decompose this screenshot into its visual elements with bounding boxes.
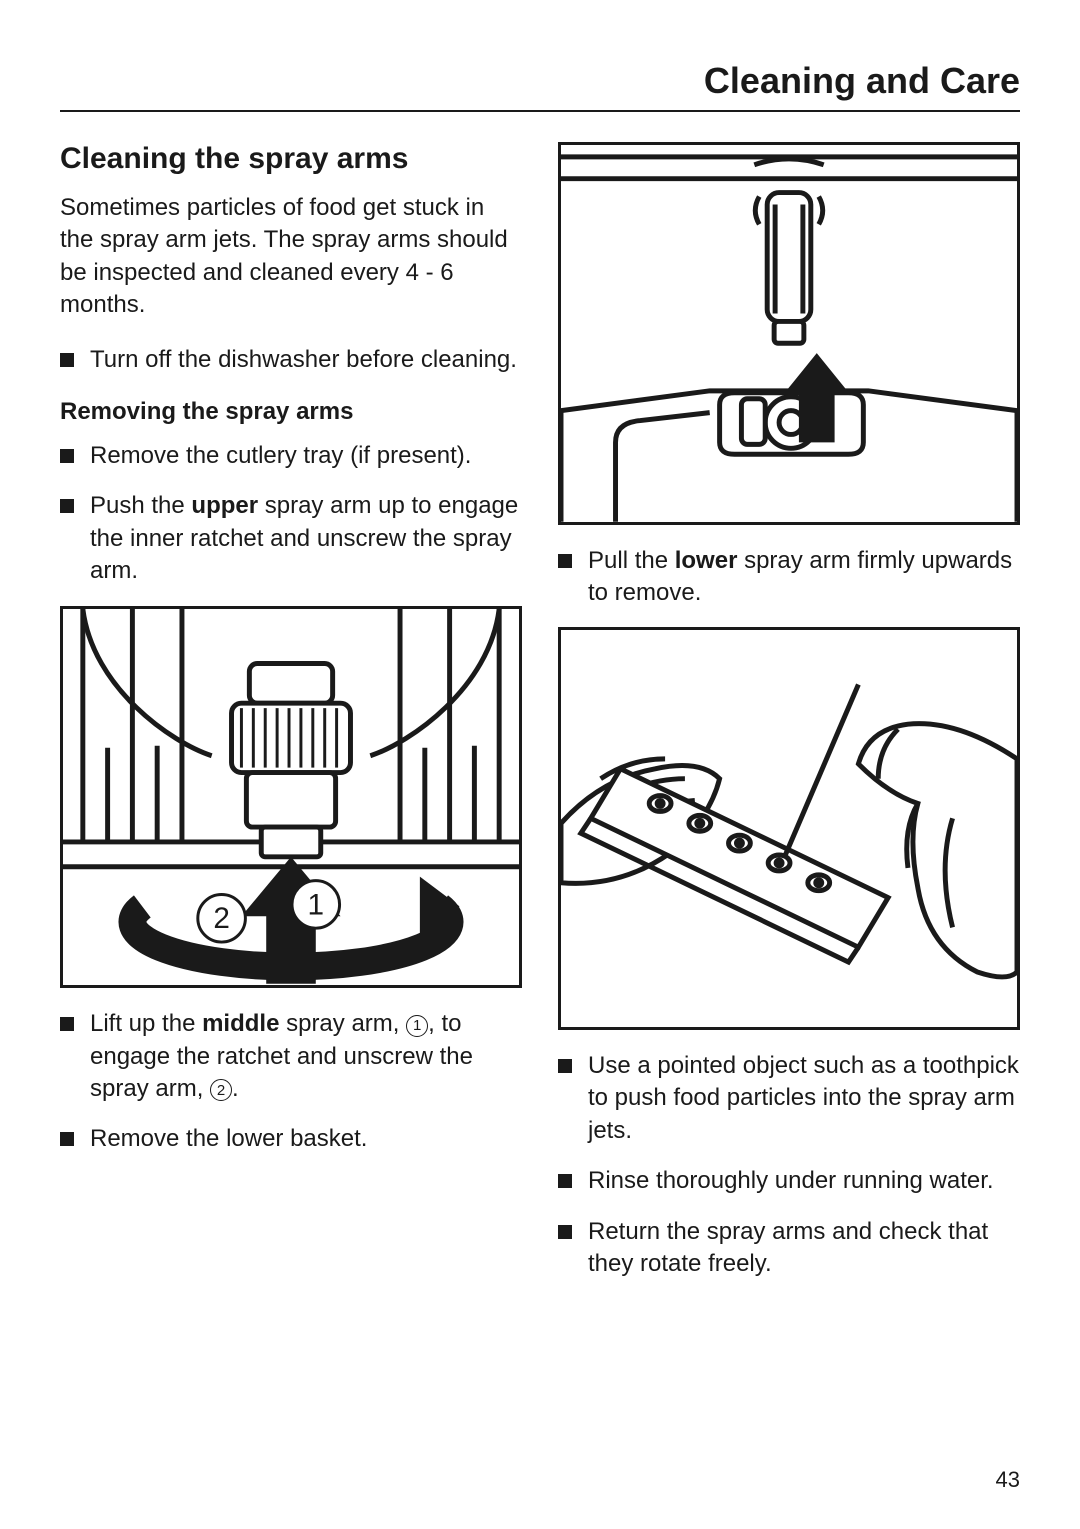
list-item: Lift up the middle spray arm, 1, to enga…: [60, 1008, 522, 1105]
list-item: Turn off the dishwasher before cleaning.: [60, 344, 522, 376]
figure-lower-spray-arm-remove: [558, 142, 1020, 525]
figure-svg: [561, 630, 1017, 1027]
list-item: Pull the lower spray arm firmly upwards …: [558, 545, 1020, 610]
content-columns: Cleaning the spray arms Sometimes partic…: [60, 142, 1020, 1298]
page-header-title: Cleaning and Care: [60, 60, 1020, 112]
list-text: Return the spray arms and check that the…: [588, 1218, 988, 1277]
section-title: Cleaning the spray arms: [60, 142, 522, 176]
list-item: Remove the cutlery tray (if present).: [60, 440, 522, 472]
list-item: Return the spray arms and check that the…: [558, 1216, 1020, 1281]
circled-number: 2: [210, 1079, 232, 1101]
bold-text: middle: [202, 1010, 279, 1037]
figure-svg: 1 2: [63, 609, 519, 986]
figure-svg: [561, 145, 1017, 522]
figure-middle-spray-arm: 1 2: [60, 606, 522, 989]
manual-page: Cleaning and Care Cleaning the spray arm…: [0, 0, 1080, 1529]
list-text: .: [232, 1075, 239, 1102]
bullet-list-1: Turn off the dishwasher before cleaning.: [60, 344, 522, 376]
right-column: Pull the lower spray arm firmly upwards …: [558, 142, 1020, 1298]
bullet-list-3: Lift up the middle spray arm, 1, to enga…: [60, 1008, 522, 1156]
list-text: spray arm,: [279, 1010, 406, 1037]
list-text: Pull the: [588, 547, 675, 574]
bullet-list-r2: Use a pointed object such as a toothpick…: [558, 1050, 1020, 1280]
bullet-list-2: Remove the cutlery tray (if present). Pu…: [60, 440, 522, 588]
list-item: Push the upper spray arm up to engage th…: [60, 490, 522, 587]
left-column: Cleaning the spray arms Sometimes partic…: [60, 142, 522, 1298]
figure-spray-arm-cleaning: [558, 627, 1020, 1030]
bold-text: upper: [191, 492, 258, 519]
list-item: Remove the lower basket.: [60, 1123, 522, 1155]
figure-label-2: 2: [213, 902, 230, 935]
list-text: Lift up the: [90, 1010, 202, 1037]
sub-heading: Removing the spray arms: [60, 398, 522, 426]
list-text: Rinse thoroughly under running water.: [588, 1167, 994, 1194]
bullet-list-r1: Pull the lower spray arm firmly upwards …: [558, 545, 1020, 610]
intro-paragraph: Sometimes particles of food get stuck in…: [60, 192, 522, 322]
list-text: Use a pointed object such as a toothpick…: [588, 1052, 1019, 1144]
list-item: Use a pointed object such as a toothpick…: [558, 1050, 1020, 1147]
page-number: 43: [996, 1467, 1020, 1493]
list-text: Remove the cutlery tray (if present).: [90, 442, 471, 469]
list-item: Rinse thoroughly under running water.: [558, 1165, 1020, 1197]
bold-text: lower: [675, 547, 738, 574]
list-text: Remove the lower basket.: [90, 1125, 367, 1152]
list-text: Turn off the dishwasher before cleaning.: [90, 346, 517, 373]
circled-number: 1: [406, 1015, 428, 1037]
figure-label-1: 1: [308, 888, 325, 921]
list-text: Push the: [90, 492, 191, 519]
